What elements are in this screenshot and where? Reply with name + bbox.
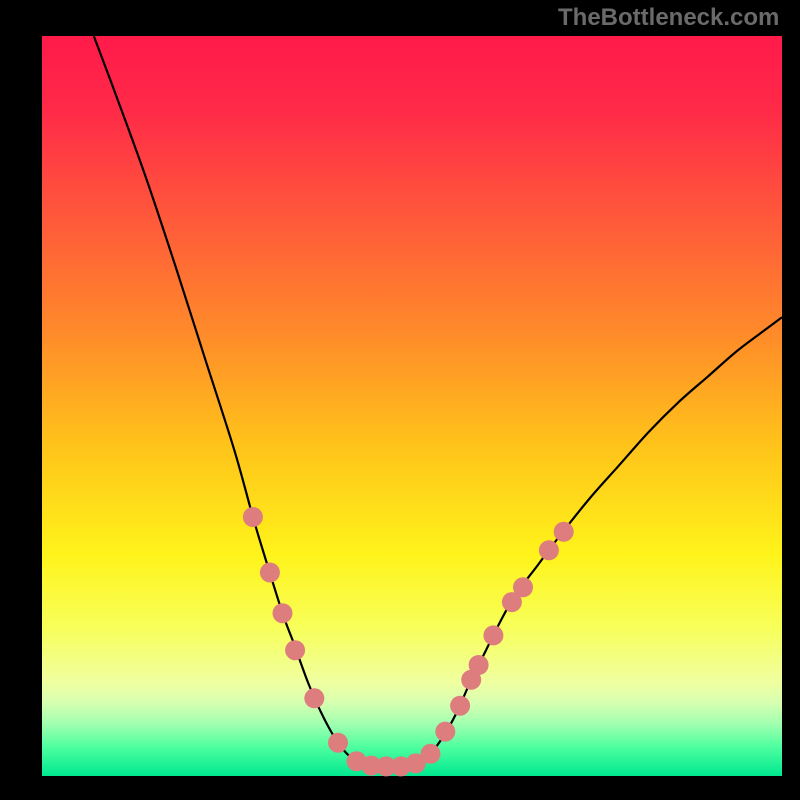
scatter-marker bbox=[328, 733, 348, 753]
scatter-marker bbox=[469, 655, 489, 675]
scatter-marker bbox=[554, 522, 574, 542]
scatter-marker bbox=[450, 696, 470, 716]
chart-svg bbox=[0, 0, 800, 800]
scatter-marker bbox=[539, 540, 559, 560]
scatter-marker bbox=[243, 507, 263, 527]
chart-container: TheBottleneck.com bbox=[0, 0, 800, 800]
scatter-marker bbox=[435, 722, 455, 742]
plot-background bbox=[42, 36, 782, 776]
scatter-marker bbox=[260, 563, 280, 583]
scatter-marker bbox=[421, 744, 441, 764]
scatter-marker bbox=[273, 603, 293, 623]
watermark-text: TheBottleneck.com bbox=[558, 4, 779, 32]
scatter-marker bbox=[483, 625, 503, 645]
scatter-marker bbox=[513, 577, 533, 597]
scatter-marker bbox=[304, 688, 324, 708]
scatter-marker bbox=[285, 640, 305, 660]
